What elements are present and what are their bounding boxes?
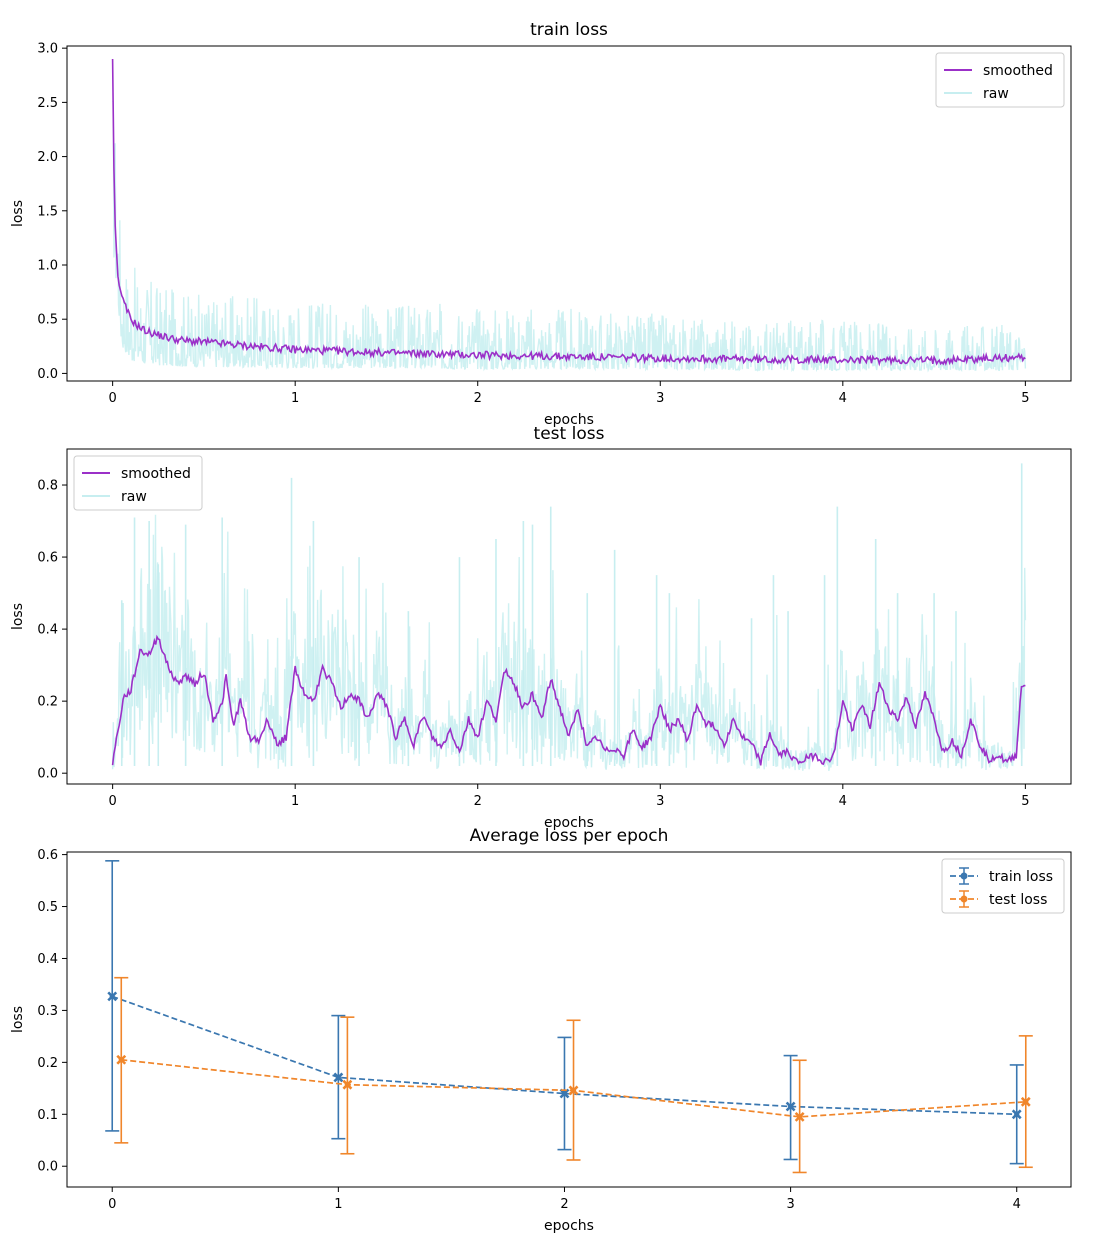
x-tick-label: 2	[474, 794, 482, 809]
y-tick-label: 0.6	[37, 551, 58, 566]
legend: smoothed raw	[935, 52, 1065, 108]
y-tick-label: 0.2	[37, 695, 58, 710]
data-point	[568, 1085, 579, 1096]
y-axis-label: loss	[10, 1006, 26, 1033]
legend-label: train loss	[989, 869, 1053, 885]
plot-area	[111, 463, 1027, 772]
axes-frame	[66, 851, 1072, 1188]
y-tick-label: 0.2	[37, 1056, 58, 1071]
x-tick-label: 3	[786, 1197, 794, 1212]
point-dot	[1014, 1111, 1020, 1117]
y-tick-label: 2.0	[37, 150, 58, 165]
raw-line	[112, 100, 1027, 373]
x-tick-label: 4	[1013, 1197, 1021, 1212]
data-point	[342, 1079, 353, 1090]
legend-label: raw	[121, 489, 147, 505]
legend: train loss test loss	[941, 858, 1065, 914]
chart-title: Average loss per epoch	[470, 826, 669, 846]
x-tick-label: 2	[560, 1197, 568, 1212]
chart-title: train loss	[530, 20, 608, 40]
errorbar-1-5	[1009, 1064, 1024, 1165]
x-tick-label: 0	[108, 391, 116, 406]
errorbar-2-2	[340, 1016, 355, 1155]
y-tick-label: 0.0	[37, 767, 58, 782]
data-point	[1011, 1109, 1022, 1120]
legend-label: test loss	[989, 892, 1047, 908]
legend-label: smoothed	[983, 63, 1053, 79]
y-tick-label: 0.5	[37, 900, 58, 915]
y-axis-label: loss	[10, 200, 26, 227]
y-axis-label: loss	[10, 603, 26, 630]
point-dot	[797, 1114, 803, 1120]
y-tick-label: 3.0	[37, 42, 58, 57]
y-tick-label: 0.4	[37, 952, 58, 967]
chart-2: 0 1 2 3 4 5 0.0 0.2 0.4 0.6 0.8 epochs loss test loss…	[10, 424, 1072, 831]
chart-3: 0 1 2 3 4 0.0 0.1 0.2 0.3 0.4 0.5 0.6 epochs loss Aver…	[10, 826, 1072, 1234]
axes-frame	[66, 448, 1072, 785]
data-point	[107, 991, 118, 1002]
x-tick-label: 2	[474, 391, 482, 406]
smoothed-line	[111, 634, 1026, 766]
legend-swatch-marker	[960, 872, 968, 880]
data-point	[1020, 1096, 1031, 1107]
y-tick-label: 0.0	[37, 1160, 58, 1175]
errorbar-1-2	[331, 1014, 346, 1140]
x-tick-label: 4	[839, 794, 847, 809]
y-tick-label: 0.3	[37, 1004, 58, 1019]
smoothed-line	[111, 58, 1026, 367]
legend-label: smoothed	[121, 466, 191, 482]
y-tick-label: 0.0	[37, 367, 58, 382]
y-tick-label: 1.5	[37, 204, 58, 219]
chart-1: 0 1 2 3 4 5 0.0 0.5 1.0 1.5 2.0 2.5 3.0 epochs loss tra…	[10, 20, 1072, 428]
y-tick-label: 0.8	[37, 479, 58, 494]
x-tick-label: 3	[656, 391, 664, 406]
point-dot	[570, 1087, 577, 1093]
x-tick-label: 0	[108, 1197, 116, 1212]
errorbar-2-3	[566, 1019, 581, 1161]
y-tick-label: 0.5	[37, 313, 58, 328]
plot-area	[111, 58, 1027, 373]
x-tick-label: 4	[839, 391, 847, 406]
y-tick-label: 1.0	[37, 258, 58, 273]
y-tick-label: 0.4	[37, 623, 58, 638]
errorbar-2-5	[1018, 1035, 1033, 1169]
x-axis-label: epochs	[544, 815, 594, 831]
errorbar-2-1	[114, 976, 129, 1144]
data-point	[116, 1054, 127, 1065]
x-tick-label: 3	[656, 794, 664, 809]
data-point	[794, 1111, 805, 1122]
series-line-1	[111, 995, 1017, 1116]
x-tick-label: 0	[108, 794, 116, 809]
x-axis-label: epochs	[544, 1218, 594, 1234]
legend: smoothed raw	[73, 455, 203, 511]
data-point	[333, 1072, 344, 1083]
legend-swatch-marker	[960, 895, 968, 903]
errorbar-1-4	[783, 1054, 798, 1161]
x-tick-label: 5	[1021, 794, 1029, 809]
x-tick-label: 5	[1021, 391, 1029, 406]
data-point	[785, 1101, 796, 1112]
errorbar-2-4	[792, 1059, 807, 1174]
y-tick-label: 2.5	[37, 96, 58, 111]
point-dot	[1023, 1099, 1029, 1105]
point-dot	[109, 993, 115, 999]
point-dot	[561, 1090, 568, 1097]
x-tick-label: 1	[291, 391, 299, 406]
point-dot	[788, 1103, 794, 1110]
legend-label: raw	[983, 86, 1009, 102]
point-dot	[344, 1082, 350, 1088]
y-tick-label: 0.6	[37, 848, 58, 863]
y-tick-label: 0.1	[37, 1108, 58, 1123]
errorbar-1-3	[557, 1036, 572, 1151]
plot-area	[105, 860, 1033, 1174]
point-dot	[118, 1057, 124, 1063]
point-dot	[335, 1074, 341, 1081]
x-tick-label: 1	[334, 1197, 342, 1212]
errorbar-1-1	[105, 860, 120, 1132]
chart-title: test loss	[534, 424, 605, 444]
axes-frame	[66, 45, 1072, 382]
x-tick-label: 1	[291, 794, 299, 809]
x-axis-label: epochs	[544, 412, 594, 428]
